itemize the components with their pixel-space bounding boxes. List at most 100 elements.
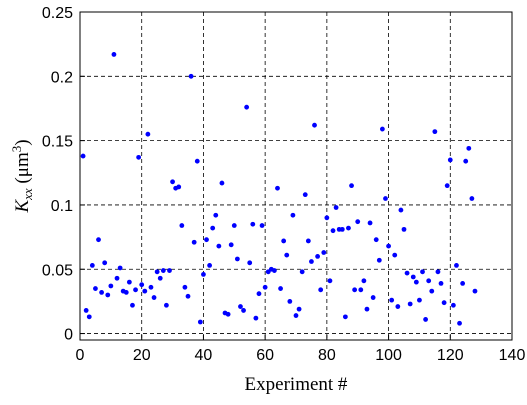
point <box>247 260 253 266</box>
x-tick-label: 0 <box>76 347 85 364</box>
x-tick-label: 40 <box>195 347 213 364</box>
point <box>191 239 197 245</box>
point <box>185 293 191 299</box>
point <box>164 302 169 308</box>
point <box>342 314 348 320</box>
point <box>201 272 206 277</box>
point <box>114 275 120 281</box>
point <box>469 196 475 201</box>
point <box>167 268 172 273</box>
point <box>460 281 466 286</box>
point <box>234 256 240 262</box>
point <box>241 308 246 313</box>
point <box>333 205 339 210</box>
point <box>296 306 302 312</box>
point <box>305 238 311 244</box>
point <box>188 73 194 79</box>
point <box>454 262 459 268</box>
point <box>86 314 92 320</box>
point <box>315 253 320 259</box>
point <box>293 313 299 318</box>
point <box>327 278 333 284</box>
point <box>376 257 382 263</box>
y-tick-label: 0.15 <box>42 134 73 151</box>
point <box>207 262 213 268</box>
point <box>309 259 314 264</box>
y-tick-label: 0.25 <box>42 5 73 22</box>
point <box>278 286 283 291</box>
point <box>89 262 95 268</box>
point <box>472 288 478 294</box>
point <box>275 185 280 191</box>
point <box>367 220 373 226</box>
point <box>324 215 330 221</box>
point <box>259 223 265 228</box>
point <box>154 269 160 275</box>
point <box>225 311 231 317</box>
y-label-close: ) <box>12 139 33 145</box>
point <box>231 223 237 228</box>
point <box>463 158 469 164</box>
x-tick-label: 80 <box>318 347 336 364</box>
y-tick-label: 0.05 <box>42 262 73 279</box>
point <box>228 242 234 248</box>
point <box>398 207 404 213</box>
point <box>80 153 86 159</box>
point <box>386 243 391 249</box>
point <box>244 104 250 110</box>
point <box>441 300 447 306</box>
point <box>417 297 422 303</box>
point <box>219 180 225 186</box>
point <box>380 126 385 132</box>
point <box>466 145 472 151</box>
y-label-unit: (μm <box>12 152 33 188</box>
point <box>204 237 209 243</box>
point <box>170 179 175 185</box>
point <box>321 250 327 255</box>
point <box>194 158 200 164</box>
x-tick-label: 120 <box>437 347 464 364</box>
point <box>450 302 456 308</box>
y-label-subscript: xx <box>20 188 35 201</box>
point <box>272 268 277 273</box>
point <box>358 287 364 293</box>
point <box>383 196 388 201</box>
x-tick-label: 140 <box>499 347 526 364</box>
point <box>126 279 132 285</box>
point <box>420 269 425 275</box>
point <box>355 219 361 225</box>
point <box>133 287 138 293</box>
point <box>105 292 111 298</box>
point <box>389 297 395 303</box>
point <box>410 274 416 280</box>
point <box>253 315 259 321</box>
y-tick-label: 0.2 <box>51 69 73 86</box>
point <box>407 301 413 307</box>
y-tick-label: 0 <box>64 327 73 344</box>
point <box>346 225 351 231</box>
point <box>256 291 262 297</box>
point <box>142 288 148 294</box>
point <box>435 269 441 275</box>
point <box>111 52 117 57</box>
point <box>302 192 308 198</box>
point <box>238 304 243 309</box>
point <box>281 238 287 244</box>
point <box>401 226 407 232</box>
point <box>157 275 163 281</box>
point <box>93 286 98 291</box>
point <box>148 284 154 290</box>
x-axis-label: Experiment # <box>245 374 348 395</box>
point <box>426 278 432 284</box>
point <box>250 221 256 227</box>
point <box>312 122 317 128</box>
y-label-power: 3 <box>9 146 24 153</box>
point <box>339 226 345 232</box>
point <box>299 269 305 275</box>
point <box>102 260 108 266</box>
y-tick-label: 0.1 <box>51 198 73 215</box>
point <box>182 284 188 290</box>
point <box>160 268 166 273</box>
point <box>197 319 203 325</box>
